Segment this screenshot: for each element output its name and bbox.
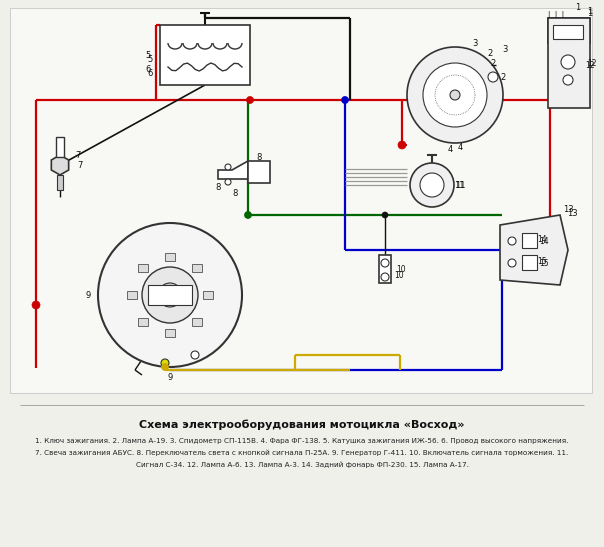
Text: 6: 6 (146, 66, 150, 74)
Circle shape (398, 141, 406, 149)
Circle shape (32, 301, 40, 309)
Circle shape (341, 96, 349, 103)
Circle shape (381, 273, 389, 281)
Circle shape (450, 90, 460, 100)
Bar (57, 175, 63, 190)
Text: 1: 1 (587, 8, 593, 16)
Polygon shape (500, 215, 568, 285)
Text: 9: 9 (85, 290, 91, 300)
Bar (248, 161, 270, 183)
Text: 13: 13 (567, 208, 577, 218)
Text: 11: 11 (455, 181, 465, 189)
Bar (127, 291, 137, 299)
Bar (165, 329, 175, 337)
Bar (192, 264, 202, 272)
Circle shape (382, 212, 388, 218)
Text: 14: 14 (539, 236, 549, 246)
Circle shape (561, 55, 575, 69)
Text: 3: 3 (503, 45, 508, 55)
Bar (522, 255, 537, 270)
Text: 2: 2 (487, 49, 493, 57)
Bar (203, 291, 213, 299)
Bar (10, 8, 592, 393)
Circle shape (381, 259, 389, 267)
Bar (56, 137, 64, 157)
Circle shape (410, 163, 454, 207)
Circle shape (158, 283, 182, 307)
Text: 8: 8 (256, 153, 262, 161)
Text: 10: 10 (396, 265, 406, 274)
Text: 4: 4 (457, 143, 463, 152)
Text: 7. Свеча зажигания АБУС. 8. Переключатель света с кнопкой сигнала П-25А. 9. Гене: 7. Свеча зажигания АБУС. 8. Переключател… (36, 450, 568, 457)
Circle shape (246, 96, 254, 103)
Text: 13: 13 (563, 206, 573, 214)
Text: 8: 8 (233, 189, 238, 197)
Circle shape (225, 164, 231, 170)
Text: 12: 12 (585, 61, 595, 69)
Text: 9: 9 (167, 373, 173, 381)
Bar (165, 253, 175, 261)
Circle shape (98, 223, 242, 367)
Text: 1. Ключ зажигания. 2. Лампа А-19. 3. Спидометр СП-115В. 4. Фара ФГ-138. 5. Катуш: 1. Ключ зажигания. 2. Лампа А-19. 3. Спи… (35, 438, 569, 444)
Bar (138, 318, 148, 326)
Bar (138, 264, 148, 272)
Text: 7: 7 (77, 160, 83, 170)
Text: 5: 5 (146, 50, 150, 60)
Circle shape (225, 179, 231, 185)
Circle shape (488, 72, 498, 82)
Text: Схема электрооборудования мотоцикла «Восход»: Схема электрооборудования мотоцикла «Вос… (140, 420, 464, 430)
Text: Сигнал С-34. 12. Лампа А-6. 13. Лампа А-3. 14. Задний фонарь ФП-230. 15. Лампа А: Сигнал С-34. 12. Лампа А-6. 13. Лампа А-… (135, 462, 469, 468)
Text: 15: 15 (537, 258, 547, 266)
Circle shape (407, 47, 503, 143)
Circle shape (161, 364, 169, 370)
Text: |  |  |: | | | (548, 10, 564, 18)
Bar (553, 25, 583, 39)
Bar (192, 318, 202, 326)
Text: 15: 15 (539, 259, 549, 267)
Polygon shape (218, 161, 248, 179)
Text: 10: 10 (394, 271, 404, 280)
Circle shape (563, 75, 573, 85)
Text: 5: 5 (147, 55, 153, 65)
Text: 8: 8 (215, 183, 220, 191)
Text: 7: 7 (76, 150, 81, 160)
Polygon shape (51, 155, 69, 175)
Circle shape (423, 63, 487, 127)
Circle shape (191, 351, 199, 359)
Text: 14: 14 (537, 236, 547, 245)
Circle shape (420, 173, 444, 197)
Circle shape (245, 212, 251, 218)
Text: 2: 2 (500, 73, 506, 82)
Text: 11: 11 (454, 181, 464, 189)
Text: 2: 2 (490, 59, 496, 67)
Bar (548, 18, 590, 108)
Bar (160, 25, 250, 85)
Circle shape (161, 359, 169, 367)
Text: 3: 3 (472, 38, 478, 48)
Text: 12: 12 (587, 59, 597, 67)
Text: 4: 4 (448, 146, 452, 154)
Bar (548, 18, 590, 43)
Bar (148, 285, 192, 305)
Text: 1: 1 (587, 9, 593, 18)
Bar (522, 233, 537, 248)
Circle shape (142, 267, 198, 323)
Circle shape (508, 259, 516, 267)
Text: 6: 6 (147, 68, 153, 78)
Text: 1: 1 (576, 3, 580, 13)
Bar (379, 255, 391, 283)
Circle shape (508, 237, 516, 245)
